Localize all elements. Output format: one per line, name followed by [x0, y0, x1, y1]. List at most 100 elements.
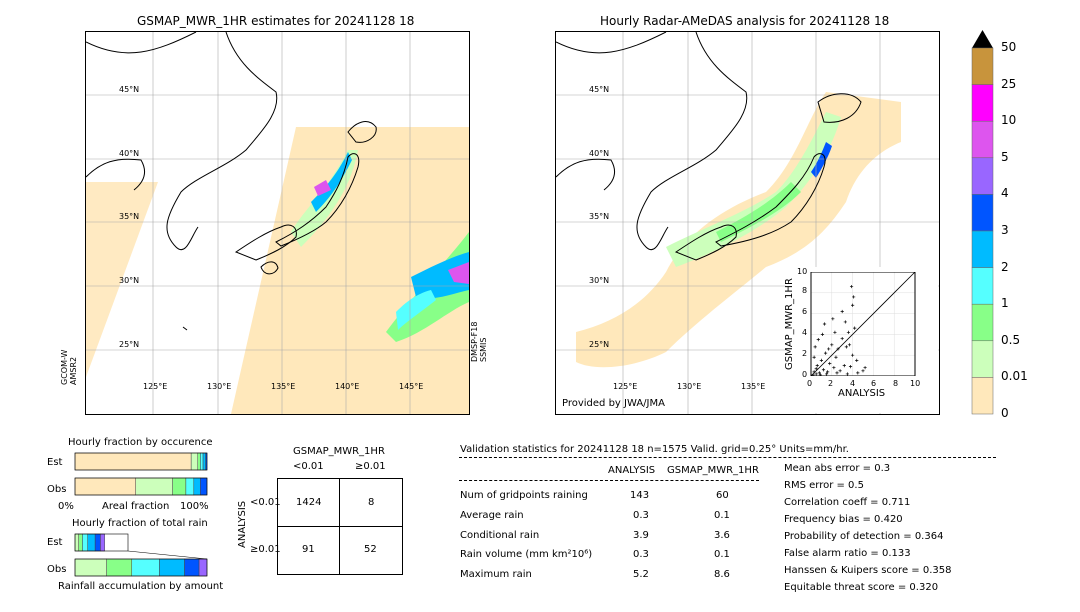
fraction-bar-segment: [87, 533, 96, 552]
fraction-bar-segment: [74, 477, 136, 496]
val-score-5: False alarm ratio = 0.133: [784, 548, 911, 559]
ct-col-ge: ≥0.01: [355, 461, 386, 472]
scatter-point: [848, 365, 853, 369]
scatter-point: [856, 371, 860, 375]
fraction-bar-frame: [74, 477, 208, 496]
val-score-2: Correlation coeff = 0.711: [784, 497, 911, 508]
scatter-point: [844, 345, 848, 349]
scatter-point: [818, 373, 822, 376]
fraction-bar-segment: [200, 477, 208, 496]
rain-se-core: [411, 252, 469, 299]
fraction-bar-segment: [185, 477, 195, 496]
colorbar-swatch: [971, 120, 994, 159]
colorbar-label: 3: [1001, 223, 1009, 237]
scatter-point: [827, 347, 831, 351]
colorbar-label: 1: [1001, 296, 1009, 311]
scatter-point: [852, 295, 856, 299]
left-lon-125: 125°E: [143, 382, 168, 391]
right-lon-125: 125°E: [613, 382, 638, 391]
coastline: [86, 32, 377, 331]
val-row-3-label: Rain volume (mm km²10⁶): [460, 549, 593, 560]
fraction-bar-segment: [184, 558, 200, 577]
colorbar-label: 0: [1001, 406, 1009, 420]
frac-occ-axis-mid: Areal fraction: [102, 501, 170, 512]
rain-light: [666, 112, 841, 267]
frac-occ-axis-right: 100%: [180, 501, 209, 512]
scatter-point: [840, 336, 844, 341]
scatter-plot: [810, 272, 916, 376]
left-lat-40: 40°N: [119, 149, 140, 158]
fraction-bar-segment: [131, 558, 160, 577]
fraction-bar-segment: [172, 477, 187, 496]
scatter-point: [814, 372, 818, 376]
left-lon-135: 135°E: [271, 382, 296, 391]
fraction-bar-segment: [193, 477, 201, 496]
colorbar-swatch: [971, 267, 994, 305]
scatter-point: [847, 343, 852, 347]
scatter-point: [834, 355, 838, 359]
right-lon-135: 135°E: [741, 382, 766, 391]
scatter-point: [813, 345, 817, 349]
scatter-tick-y8: 8: [802, 286, 808, 295]
scatter-tick-y6: 6: [802, 307, 808, 316]
fraction-bar-segment: [82, 533, 88, 552]
right-lat-25: 25°N: [589, 340, 610, 349]
scatter-point: [840, 309, 844, 314]
fraction-bar-segment: [135, 477, 173, 496]
scatter-point: [851, 353, 855, 357]
scatter-point: [816, 338, 820, 342]
scatter-point: [815, 364, 819, 368]
fraction-bar-segment: [106, 558, 133, 577]
scatter-tick-y2: 2: [802, 349, 808, 358]
left-lat-25: 25°N: [119, 340, 140, 349]
scatter-point: [853, 326, 857, 330]
val-score-7: Equitable threat score = 0.320: [784, 582, 939, 593]
right-map-title: Hourly Radar-AMeDAS analysis for 2024112…: [600, 14, 890, 28]
left-lat-35: 35°N: [119, 212, 140, 221]
val-row-2-a: 3.9: [633, 530, 649, 541]
scatter-point: [863, 366, 867, 370]
scatter-point: [814, 367, 818, 371]
left-map-title: GSMAP_MWR_1HR estimates for 20241128 18: [137, 14, 415, 28]
colorbar-label: 0.5: [1001, 332, 1021, 347]
val-row-1-g: 0.1: [714, 510, 730, 521]
rain-se-tail: [396, 290, 436, 330]
frac-total-title: Hourly fraction of total rain: [72, 518, 208, 529]
val-score-0: Mean abs error = 0.3: [784, 463, 891, 474]
rain-moderate: [716, 182, 801, 242]
colorbar-label: 50: [1001, 40, 1017, 54]
fraction-bar-frame: [74, 533, 129, 552]
val-header: Validation statistics for 20241128 18 n=…: [460, 444, 849, 455]
fraction-bar-segment: [198, 558, 208, 577]
contingency-table: 1424 8 91 52: [277, 478, 403, 575]
val-row-4-label: Maximum rain: [460, 569, 532, 580]
scatter-point: [846, 330, 851, 334]
ct-cell-21: 91: [302, 544, 315, 555]
scatter-tick-x10: 10: [910, 379, 921, 388]
ct-cell-11: 1424: [296, 497, 322, 508]
ct-cell-22: 52: [364, 544, 377, 555]
frac-total-obs: Obs: [47, 564, 67, 575]
frac-occ-obs: Obs: [47, 484, 67, 495]
val-row-3-g: 0.1: [714, 549, 730, 560]
right-lat-35: 35°N: [589, 212, 610, 221]
colorbar-swatch: [971, 303, 994, 342]
fraction-bar-segment: [78, 533, 83, 552]
sensor-left: GCOM-W AMSR2: [60, 349, 78, 385]
coastline-right: [556, 32, 862, 261]
colorbar-label: 5: [1001, 149, 1009, 164]
fraction-bar-segment: [190, 452, 199, 471]
scatter-point: [838, 369, 842, 373]
ct-col-lt: <0.01: [293, 461, 324, 472]
left-lon-145: 145°E: [399, 382, 424, 391]
fraction-bar-segment: [100, 533, 105, 552]
scatter-point: [811, 373, 815, 376]
frac-total-est: Est: [47, 537, 63, 548]
val-score-4: Probability of detection = 0.364: [784, 531, 944, 542]
scatter-point: [812, 370, 816, 374]
val-divider: [459, 457, 996, 458]
fraction-bar-segment: [202, 452, 206, 471]
scatter-point: [843, 320, 847, 324]
scatter-point: [836, 347, 840, 351]
val-row-1-label: Average rain: [460, 510, 524, 521]
